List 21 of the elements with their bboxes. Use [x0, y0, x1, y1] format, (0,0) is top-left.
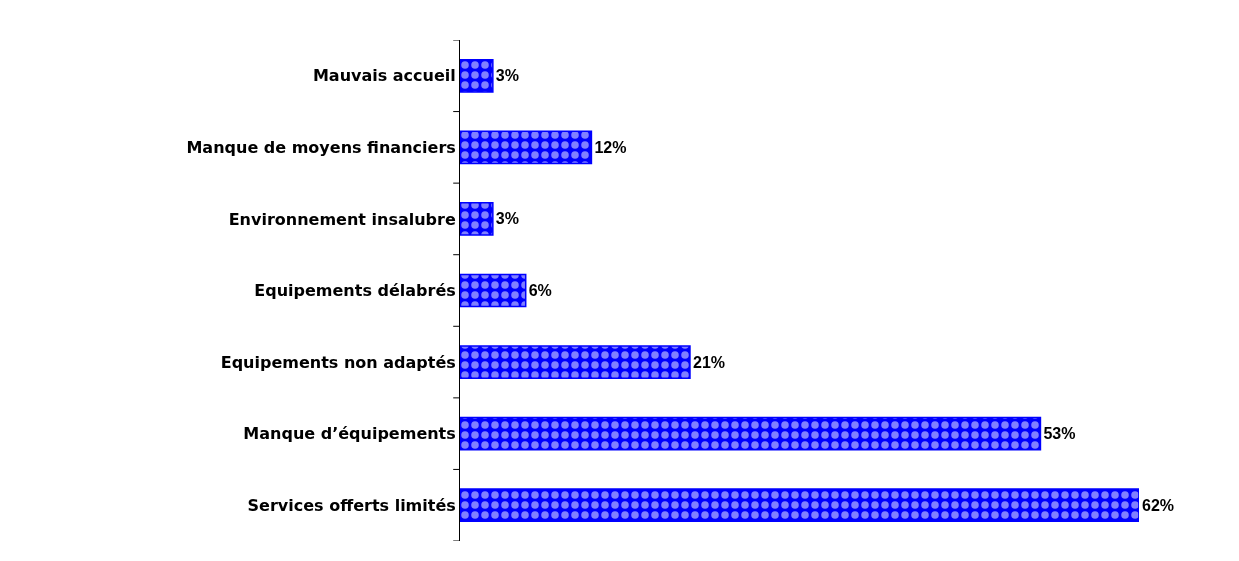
y-tick-label: Manque de moyens financiers [186, 137, 456, 157]
data-label: 53% [1043, 425, 1076, 443]
bar [460, 273, 527, 308]
y-tick-label: Services offerts limités [247, 495, 456, 515]
data-label: 3% [495, 67, 519, 85]
data-label: 6% [528, 282, 552, 299]
y-tick-label: Equipements délabrés [254, 281, 456, 301]
data-label: 3% [495, 210, 519, 228]
data-label: 62% [1142, 496, 1175, 514]
bar [460, 416, 1042, 451]
y-tick-label: Manque d’équipements [243, 424, 456, 444]
y-tick-label: Equipements non adaptés [220, 352, 456, 372]
data-label: 21% [692, 353, 726, 371]
y-tick-label: Environnement insalubre [228, 209, 456, 229]
bar [460, 202, 494, 236]
bar [460, 345, 691, 379]
data-label: 12% [594, 138, 627, 156]
y-tick-label: Mauvais accueil [312, 66, 456, 86]
bar [460, 58, 494, 93]
bar [460, 130, 593, 165]
bar [460, 488, 1139, 523]
